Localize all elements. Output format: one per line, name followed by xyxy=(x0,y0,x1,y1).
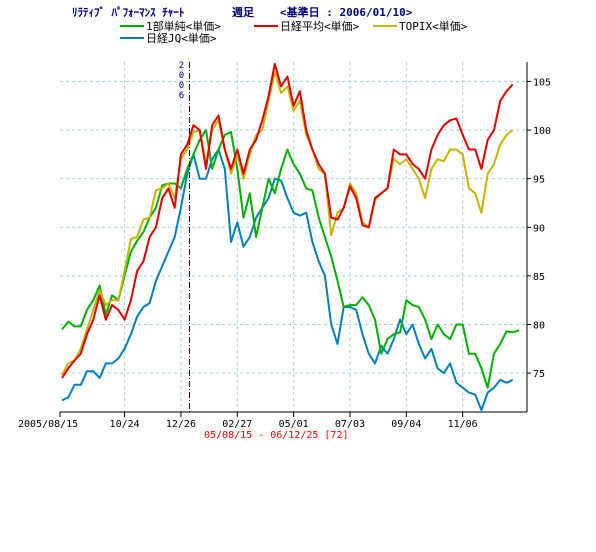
x-tick-label: 10/24 xyxy=(110,419,140,430)
chart-title: ﾘﾗﾃｨﾌﾞ ﾊﾟﾌｫｰﾏﾝｽ ﾁｬｰﾄ xyxy=(72,5,184,19)
chart-header: ﾘﾗﾃｨﾌﾞ ﾊﾟﾌｫｰﾏﾝｽ ﾁｬｰﾄ 週足 <基準日 : 2006/01/1… xyxy=(72,5,413,19)
y-tick-label: 75 xyxy=(533,369,545,380)
series-line xyxy=(61,129,520,389)
y-tick-label: 80 xyxy=(533,321,545,332)
x-tick-label: 11/06 xyxy=(448,419,478,430)
series-line xyxy=(61,70,514,376)
x-tick-label: 09/04 xyxy=(391,419,421,430)
axes xyxy=(59,62,531,417)
chart-period: 週足 xyxy=(232,5,255,19)
legend-label: TOPIX<単価> xyxy=(399,19,468,33)
y-tick-label: 105 xyxy=(533,77,551,88)
series-lines xyxy=(61,62,520,412)
x-tick-label: 12/26 xyxy=(166,419,196,430)
x-tick-labels: 2005/08/15 10/24 12/26 02/27 05/01 07/03 09/04… xyxy=(18,419,478,430)
y-tick-label: 95 xyxy=(533,175,545,186)
legend: 1部単純<単価> 日経平均<単価> TOPIX<単価> 日経JQ<単価> xyxy=(120,19,468,45)
series-line xyxy=(61,148,514,412)
legend-label: 1部単純<単価> xyxy=(146,19,221,33)
series-line xyxy=(61,62,514,379)
chart-base-date: <基準日 : 2006/01/10> xyxy=(280,5,413,19)
y-tick-label: 100 xyxy=(533,126,551,137)
x-tick-label: 07/03 xyxy=(335,419,365,430)
x-tick-label: 02/27 xyxy=(222,419,252,430)
x-tick-label: 05/01 xyxy=(279,419,309,430)
y-tick-label: 90 xyxy=(533,223,545,234)
x-tick-label: 2005/08/15 xyxy=(18,419,78,430)
grid xyxy=(60,62,527,412)
legend-label: 日経平均<単価> xyxy=(280,19,360,33)
y-tick-label: 85 xyxy=(533,272,545,283)
y-tick-labels: 75 80 85 90 95 100 105 xyxy=(533,77,551,380)
date-range-label: 05/08/15 - 06/12/25 [72] xyxy=(204,430,349,441)
legend-label: 日経JQ<単価> xyxy=(146,31,217,45)
